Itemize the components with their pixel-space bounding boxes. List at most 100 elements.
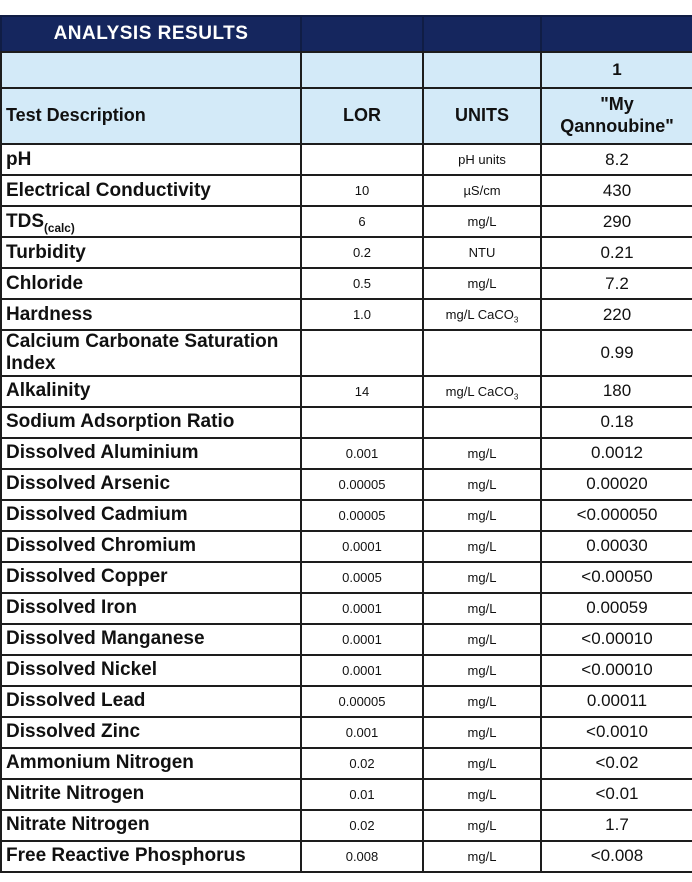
result-value-cell: <0.008: [540, 839, 692, 873]
result-value-cell: <0.00010: [540, 653, 692, 687]
sample-number-row: 1: [0, 51, 692, 89]
test-description-cell: Alkalinity: [0, 374, 302, 408]
blank-cell: [422, 51, 542, 89]
units-cell: NTU: [422, 236, 542, 269]
table-row: Electrical Conductivity 10 µS/cm 430: [0, 174, 692, 207]
result-value-cell: <0.00050: [540, 560, 692, 594]
table-row: Dissolved Copper 0.0005 mg/L <0.00050: [0, 560, 692, 594]
result-value-cell: 0.00030: [540, 529, 692, 563]
units-cell: [422, 329, 542, 377]
result-value-cell: 8.2: [540, 143, 692, 176]
table-row: Dissolved Zinc 0.001 mg/L <0.0010: [0, 715, 692, 749]
result-value-cell: <0.000050: [540, 498, 692, 532]
units-cell: mg/L: [422, 653, 542, 687]
units-cell: mg/L: [422, 746, 542, 780]
page-top-margin: [0, 0, 692, 15]
test-description-cell: Dissolved Cadmium: [0, 498, 302, 532]
result-value-cell: <0.0010: [540, 715, 692, 749]
column-header-row: Test Description LOR UNITS "My Qannoubin…: [0, 87, 692, 145]
result-value-cell: 0.00020: [540, 467, 692, 501]
test-description-cell: Free Reactive Phosphorus: [0, 839, 302, 873]
lor-cell: 0.5: [300, 267, 424, 300]
units-cell: mg/L: [422, 808, 542, 842]
units-cell: mg/L: [422, 436, 542, 470]
title-band-cell: [300, 15, 424, 53]
lor-cell: 0.0001: [300, 591, 424, 625]
lor-cell: 0.02: [300, 808, 424, 842]
units-cell: mg/L CaCO3: [422, 374, 542, 408]
result-value-cell: 0.99: [540, 329, 692, 377]
result-value-cell: 7.2: [540, 267, 692, 300]
result-value-cell: 1.7: [540, 808, 692, 842]
lor-cell: 0.02: [300, 746, 424, 780]
units-cell: mg/L: [422, 839, 542, 873]
test-description-cell: Dissolved Arsenic: [0, 467, 302, 501]
table-row: Nitrate Nitrogen 0.02 mg/L 1.7: [0, 808, 692, 842]
lor-cell: 0.001: [300, 715, 424, 749]
table-row: Dissolved Lead 0.00005 mg/L 0.00011: [0, 684, 692, 718]
lor-cell: 1.0: [300, 298, 424, 331]
lor-cell: 0.01: [300, 777, 424, 811]
test-description-cell: Dissolved Zinc: [0, 715, 302, 749]
column-header-sample-name: "My Qannoubine": [540, 87, 692, 145]
lor-cell: 10: [300, 174, 424, 207]
title-band-cell: [422, 15, 542, 53]
table-row: Ammonium Nitrogen 0.02 mg/L <0.02: [0, 746, 692, 780]
test-description-cell: Dissolved Chromium: [0, 529, 302, 563]
subscript-text: (calc): [44, 221, 75, 235]
units-cell: mg/L: [422, 498, 542, 532]
units-cell: mg/L: [422, 591, 542, 625]
test-description-cell: Dissolved Nickel: [0, 653, 302, 687]
table-row: Dissolved Manganese 0.0001 mg/L <0.00010: [0, 622, 692, 656]
units-cell: pH units: [422, 143, 542, 176]
result-value-cell: 220: [540, 298, 692, 331]
lor-cell: 14: [300, 374, 424, 408]
table-row: Turbidity 0.2 NTU 0.21: [0, 236, 692, 269]
test-description-cell: Dissolved Lead: [0, 684, 302, 718]
lor-cell: 0.0001: [300, 653, 424, 687]
table-row: TDS(calc) 6 mg/L 290: [0, 205, 692, 238]
units-cell: mg/L: [422, 529, 542, 563]
units-cell: mg/L: [422, 205, 542, 238]
table-row: Sodium Adsorption Ratio 0.18: [0, 405, 692, 439]
title-band-cell: [540, 15, 692, 53]
result-value-cell: 0.00059: [540, 591, 692, 625]
result-value-cell: 0.21: [540, 236, 692, 269]
units-cell: mg/L: [422, 560, 542, 594]
test-description-cell: Dissolved Iron: [0, 591, 302, 625]
lor-cell: [300, 405, 424, 439]
table-row: Hardness 1.0 mg/L CaCO3 220: [0, 298, 692, 331]
column-header-test-description: Test Description: [0, 87, 302, 145]
test-description-cell: Nitrite Nitrogen: [0, 777, 302, 811]
units-cell: mg/L: [422, 467, 542, 501]
sample-number: 1: [540, 51, 692, 89]
table-row: Dissolved Aluminium 0.001 mg/L 0.0012: [0, 436, 692, 470]
test-description-cell: Ammonium Nitrogen: [0, 746, 302, 780]
lor-cell: 0.0001: [300, 622, 424, 656]
table-row: Calcium Carbonate Saturation Index 0.99: [0, 329, 692, 377]
table-row: Dissolved Arsenic 0.00005 mg/L 0.00020: [0, 467, 692, 501]
blank-cell: [300, 51, 424, 89]
test-description-cell: Sodium Adsorption Ratio: [0, 405, 302, 439]
subscript-text: 3: [513, 392, 519, 402]
lor-cell: [300, 143, 424, 176]
blank-cell: [0, 51, 302, 89]
units-cell: mg/L: [422, 267, 542, 300]
test-description-cell: TDS(calc): [0, 205, 302, 238]
results-tbody: pH pH units 8.2 Electrical Conductivity 10 µS…: [0, 143, 692, 873]
units-cell: mg/L: [422, 715, 542, 749]
analysis-results-title: ANALYSIS RESULTS: [0, 15, 302, 53]
result-value-cell: <0.01: [540, 777, 692, 811]
analysis-results-table: ANALYSIS RESULTS 1 Test Description LOR …: [0, 15, 692, 873]
lor-cell: 0.00005: [300, 684, 424, 718]
table-row: Nitrite Nitrogen 0.01 mg/L <0.01: [0, 777, 692, 811]
test-description-cell: Nitrate Nitrogen: [0, 808, 302, 842]
result-value-cell: 0.00011: [540, 684, 692, 718]
lor-cell: 6: [300, 205, 424, 238]
test-description-cell: Chloride: [0, 267, 302, 300]
units-cell: µS/cm: [422, 174, 542, 207]
units-cell: [422, 405, 542, 439]
subscript-text: 3: [513, 315, 519, 325]
units-cell: mg/L: [422, 622, 542, 656]
units-cell: mg/L CaCO3: [422, 298, 542, 331]
